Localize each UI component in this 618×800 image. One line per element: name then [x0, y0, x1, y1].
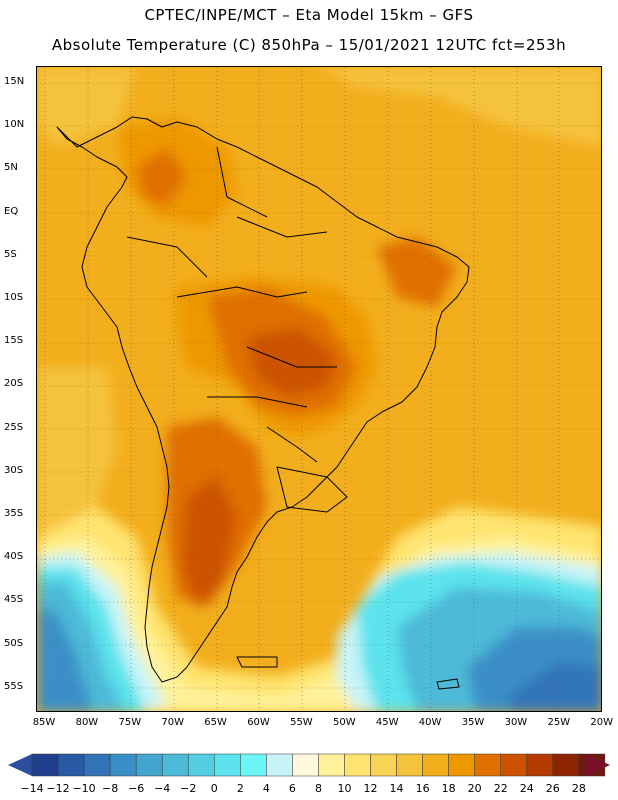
longitude-label: 35W [461, 717, 485, 728]
colorbar-label: −4 [154, 782, 171, 795]
latitude-label: 5N [4, 162, 18, 174]
colorbar-cell [187, 753, 215, 777]
colorbar-label: 18 [441, 782, 456, 795]
coastlines [56, 116, 470, 690]
colorbar-label: 26 [545, 782, 560, 795]
colorbar-cell [396, 753, 423, 777]
colorbar-label: −8 [102, 782, 119, 795]
latitude-label: 20S [4, 378, 24, 390]
longitude-label: 50W [332, 717, 356, 728]
colorbar-label: 14 [389, 782, 404, 795]
colorbar-cell [109, 753, 137, 777]
map-subtitle: Absolute Temperature (C) 850hPa – 15/01/… [51, 36, 567, 54]
colorbar-cell [344, 753, 371, 777]
latitude-label: 30S [4, 464, 24, 476]
colorbar-cell [292, 753, 319, 777]
map-title: CPTEC/INPE/MCT – Eta Model 15km – GFS [144, 6, 474, 24]
colorbar-label: 16 [415, 782, 430, 795]
longitude-label: 55W [290, 717, 313, 728]
longitude-label: 75W [118, 717, 142, 728]
longitude-label: 25W [547, 717, 571, 728]
colorbar-label: 0 [210, 782, 218, 795]
longitude-label: 70W [161, 717, 184, 728]
latitude-label: 35S [4, 508, 24, 519]
latitude-label: EQ [4, 205, 19, 217]
colorbar [8, 753, 610, 777]
latitude-label: 10N [4, 119, 25, 131]
longitude-label: 80W [75, 717, 99, 728]
colorbar-cell [135, 753, 163, 777]
latitude-label: 55S [4, 680, 24, 692]
temperature-map [36, 66, 602, 712]
colorbar-cell [57, 753, 85, 777]
latitude-label: 45S [4, 594, 24, 606]
colorbar-cell [474, 753, 501, 777]
colorbar-cell [552, 753, 580, 777]
colorbar-cell [318, 753, 345, 777]
colorbar-cell [214, 753, 241, 777]
colorbar-cell [240, 753, 267, 777]
colorbar-cell [370, 753, 397, 777]
colorbar-cell [83, 753, 111, 777]
colorbar-label: −6 [128, 782, 145, 795]
latitude-label: 15N [4, 76, 25, 87]
colorbar-cell [500, 753, 528, 777]
colorbar-label: −2 [180, 782, 197, 795]
latitude-label: 50S [4, 637, 24, 649]
latitude-label: 5S [4, 248, 17, 260]
colorbar-under-arrow [8, 754, 32, 776]
colorbar-cell [161, 753, 189, 777]
latitude-label: 25S [4, 421, 24, 433]
colorbar-label: 8 [314, 782, 322, 795]
longitude-label: 65W [204, 717, 227, 728]
colorbar-over-arrow [586, 754, 610, 776]
longitude-label: 30W [504, 717, 528, 728]
longitude-label: 85W [32, 717, 56, 728]
longitude-label: 60W [247, 717, 270, 728]
latitude-label: 15S [4, 335, 24, 347]
colorbar-label: −12 [46, 782, 70, 795]
longitude-label: 20W [590, 717, 613, 728]
colorbar-label: 12 [363, 782, 378, 795]
colorbar-cell [422, 753, 449, 777]
longitude-label: 40W [418, 717, 442, 728]
temperature-map-canvas [37, 67, 601, 711]
colorbar-label: 2 [236, 782, 244, 795]
colorbar-label: 10 [337, 782, 352, 795]
colorbar-cell [526, 753, 554, 777]
latitude-label: 10S [4, 292, 24, 303]
colorbar-label: −14 [20, 782, 44, 795]
colorbar-cell [266, 753, 293, 777]
temperature-shading [37, 67, 601, 711]
colorbar-label: 28 [571, 782, 586, 795]
colorbar-label: 20 [467, 782, 482, 795]
colorbar-cell [31, 753, 59, 777]
colorbar-label: 24 [519, 782, 534, 795]
colorbar-label: 22 [493, 782, 508, 795]
colorbar-cell [448, 753, 475, 777]
longitude-label: 45W [375, 717, 399, 728]
colorbar-label: 6 [288, 782, 296, 795]
colorbar-cells [31, 753, 606, 777]
latitude-label: 40S [4, 551, 24, 563]
colorbar-label: −10 [72, 782, 96, 795]
colorbar-label: 4 [262, 782, 270, 795]
